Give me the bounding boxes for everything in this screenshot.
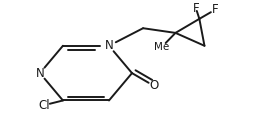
Text: Cl: Cl [38, 99, 50, 112]
Text: N: N [36, 67, 44, 80]
Text: Me: Me [154, 42, 169, 52]
Text: O: O [149, 79, 159, 92]
Text: F: F [211, 3, 218, 16]
Text: F: F [193, 2, 199, 15]
Text: N: N [105, 39, 113, 52]
